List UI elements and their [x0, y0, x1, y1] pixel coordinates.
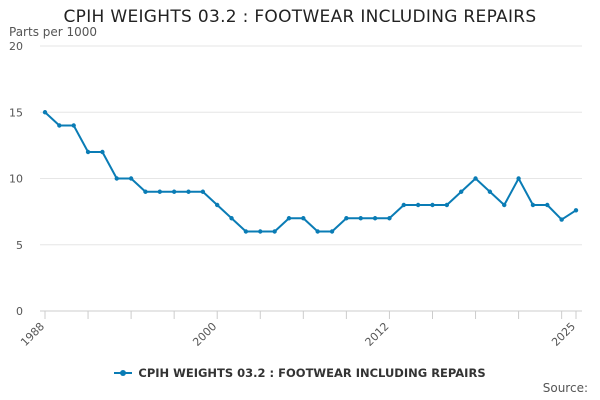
data-point — [42, 110, 48, 115]
data-point — [487, 189, 493, 194]
data-point — [387, 216, 392, 221]
grid-layer — [40, 45, 582, 246]
data-point — [100, 149, 105, 155]
data-point — [372, 216, 378, 221]
data-point — [559, 217, 564, 222]
data-point — [258, 229, 263, 234]
y-tick-label: 15 — [9, 106, 23, 119]
source-label: Source: — [542, 381, 588, 395]
data-point — [516, 176, 521, 181]
legend-label: CPIH WEIGHTS 03.2 : FOOTWEAR INCLUDING R… — [138, 366, 486, 380]
data-point — [143, 189, 148, 194]
data-point — [301, 216, 306, 221]
axis-layer — [40, 310, 582, 319]
data-point — [243, 229, 249, 234]
data-point — [530, 202, 536, 208]
data-point — [415, 202, 421, 208]
y-tick-label: 5 — [16, 239, 23, 252]
data-point — [57, 123, 62, 128]
data-point — [502, 202, 507, 208]
data-point — [186, 189, 191, 194]
data-point — [229, 216, 234, 221]
legend-item[interactable]: CPIH WEIGHTS 03.2 : FOOTWEAR INCLUDING R… — [114, 366, 486, 380]
data-point — [401, 202, 406, 208]
data-point — [200, 189, 206, 194]
data-point — [286, 216, 292, 221]
data-point — [444, 202, 450, 208]
series-line — [44, 111, 577, 233]
data-point — [315, 229, 320, 234]
chart-title: CPIH WEIGHTS 03.2 : FOOTWEAR INCLUDING R… — [63, 7, 537, 27]
data-point — [71, 123, 76, 128]
data-point — [157, 189, 163, 194]
data-point — [85, 149, 91, 155]
x-tick-label: 2025 — [549, 320, 578, 349]
data-point — [329, 229, 335, 234]
x-tick-label: 1988 — [18, 320, 47, 349]
data-point — [128, 176, 134, 181]
series-layer — [42, 110, 579, 234]
y-tick-label: 0 — [16, 305, 23, 318]
legend: CPIH WEIGHTS 03.2 : FOOTWEAR INCLUDING R… — [0, 366, 600, 380]
data-point — [430, 202, 435, 208]
data-point — [458, 189, 464, 194]
y-tick-label: 20 — [9, 40, 23, 53]
data-point — [344, 216, 349, 221]
data-point — [215, 202, 220, 208]
x-tick-label: 2000 — [190, 320, 219, 349]
y-tick-label: 10 — [9, 173, 23, 186]
data-point — [573, 208, 579, 213]
data-point — [272, 229, 277, 234]
data-point — [358, 216, 363, 221]
data-point — [171, 189, 177, 194]
x-tick-label: 2012 — [363, 320, 392, 349]
y-axis-unit-label: Parts per 1000 — [9, 25, 98, 39]
data-point — [473, 176, 478, 181]
legend-line-marker-icon — [114, 368, 133, 378]
data-point — [114, 176, 119, 181]
data-point — [545, 202, 550, 208]
